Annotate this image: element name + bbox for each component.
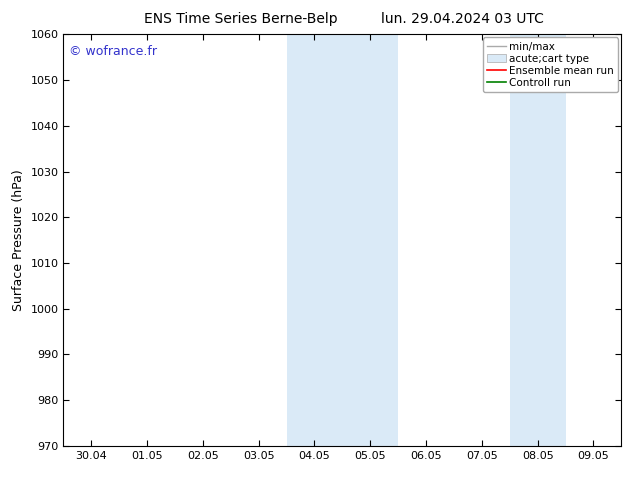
Y-axis label: Surface Pressure (hPa): Surface Pressure (hPa) [12,169,25,311]
Text: lun. 29.04.2024 03 UTC: lun. 29.04.2024 03 UTC [382,12,544,26]
Bar [510,34,566,446]
Bar [342,34,398,446]
Text: © wofrance.fr: © wofrance.fr [69,45,157,58]
Text: ENS Time Series Berne-Belp: ENS Time Series Berne-Belp [144,12,338,26]
Legend: min/max, acute;cart type, Ensemble mean run, Controll run: min/max, acute;cart type, Ensemble mean … [483,37,618,92]
Bar [287,34,342,446]
